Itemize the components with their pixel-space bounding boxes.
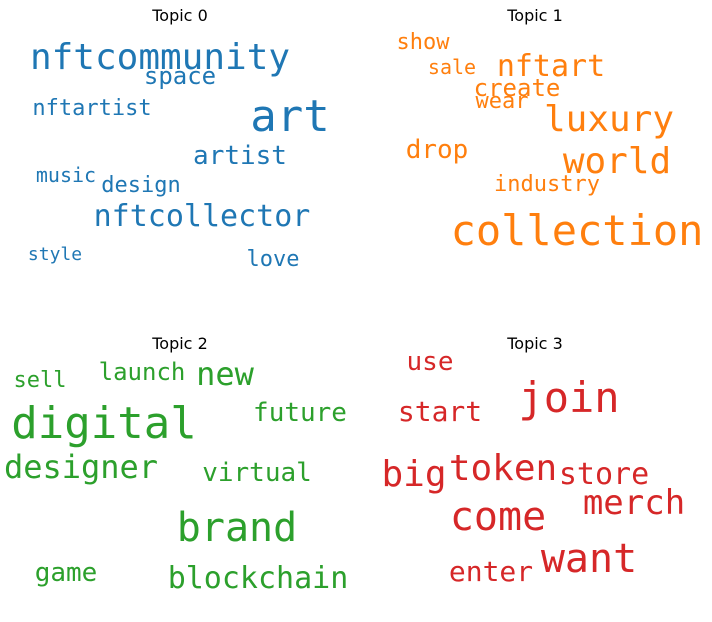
topic-3-word-join: join <box>518 373 620 422</box>
topic-1-word-create: create <box>473 74 561 102</box>
topic-panel-0: Topic 0 <box>10 6 350 294</box>
topic-title-2: Topic 2 <box>152 334 208 353</box>
topic-1-word-nftart: nftart <box>496 49 606 84</box>
topic-0-word-art: art <box>250 91 330 142</box>
topic-wordcloud-figure: Topic 0 art nftcommunity nftcollector artist… <box>3 6 705 596</box>
topic-2-word-future: future <box>253 398 347 428</box>
topic-title-1: Topic 1 <box>507 6 563 25</box>
topic-panel-3: Topic 3 <box>365 334 705 622</box>
topic-1-word-world: world <box>562 141 672 182</box>
topic-3-word-start: start <box>397 395 483 428</box>
topic-2-word-designer: designer <box>3 448 159 486</box>
topic-2-word-blockchain: blockchain <box>167 561 349 596</box>
topic-0-word-nftcollector: nftcollector <box>93 199 311 234</box>
topic-0-word-nftcommunity: nftcommunity <box>29 37 291 78</box>
topic-1-word-luxury: luxury <box>543 99 675 140</box>
topic-0-word-space: space <box>143 62 217 90</box>
topic-2-word-sell: sell <box>13 368 67 393</box>
topic-1-word-show: show <box>396 30 450 55</box>
topic-title-0: Topic 0 <box>152 6 208 25</box>
topic-1-word-drop: drop <box>405 135 469 165</box>
topic-3-word-use: use <box>406 347 454 377</box>
topic-3-word-store: store <box>558 457 650 492</box>
topic-0-word-style: style <box>27 244 83 265</box>
topic-1-word-collection: collection <box>450 206 704 255</box>
topic-0-word-nftartist: nftartist <box>32 96 152 121</box>
topic-1-word-wear: wear <box>475 89 529 114</box>
topic-0-word-music: music <box>35 163 97 187</box>
topic-0-word-design: design <box>101 173 181 198</box>
topic-3-word-come: come <box>449 494 547 540</box>
topic-panel-1: Topic 1 <box>365 6 705 294</box>
topic-3-word-want: want <box>540 536 638 582</box>
topic-3-word-token: token <box>448 448 558 489</box>
topic-2-word-new: new <box>196 355 254 393</box>
topic-2-word-launch: launch <box>98 358 186 386</box>
topic-2-word-digital: digital <box>11 398 197 449</box>
topic-2-word-brand: brand <box>176 505 298 551</box>
topic-0-word-artist: artist <box>193 141 287 171</box>
topic-panel-2: Topic 2 <box>10 334 350 622</box>
topic-0-word-love: love <box>246 247 300 272</box>
topic-3-word-merch: merch <box>582 483 686 523</box>
topic-2-word-game: game <box>34 558 98 588</box>
topic-3-word-enter: enter <box>448 555 534 588</box>
topic-1-word-sale: sale <box>427 55 477 79</box>
topic-2-word-virtual: virtual <box>202 458 312 488</box>
topic-1-word-industry: industry <box>494 172 600 197</box>
topic-title-3: Topic 3 <box>507 334 563 353</box>
topic-3-word-big: big <box>381 454 447 495</box>
